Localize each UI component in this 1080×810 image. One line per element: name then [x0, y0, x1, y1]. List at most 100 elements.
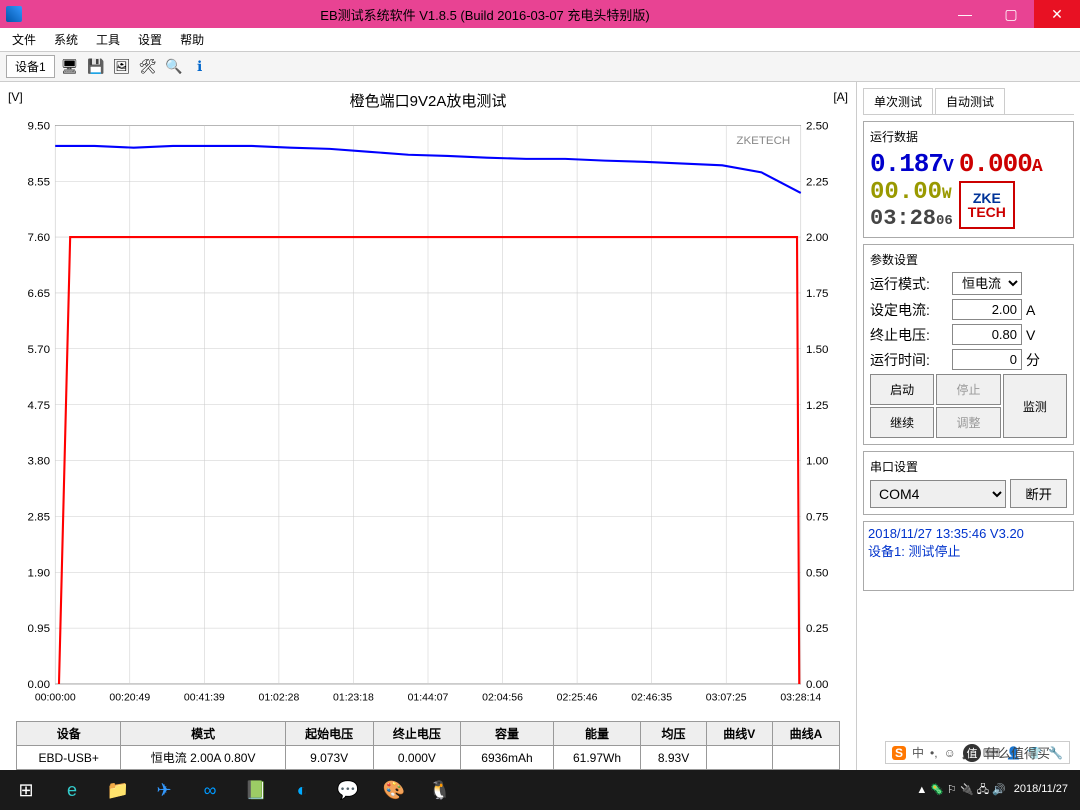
- svg-text:1.25: 1.25: [806, 400, 828, 412]
- app6-icon[interactable]: 🎨: [372, 772, 416, 808]
- td-curvea-swatch: [772, 746, 839, 770]
- continue-button[interactable]: 继续: [870, 407, 934, 438]
- tray-icons[interactable]: ▲ 🦠 ⚐ 🔌 🖧 🔊: [916, 781, 1005, 800]
- td-startv: 9.073V: [285, 746, 373, 770]
- save-icon[interactable]: 💾: [85, 56, 107, 78]
- svg-text:01:23:18: 01:23:18: [333, 693, 374, 704]
- svg-text:0.00: 0.00: [28, 679, 50, 691]
- svg-text:9.50: 9.50: [28, 121, 50, 133]
- th-capacity: 容量: [461, 722, 553, 746]
- svg-text:2.85: 2.85: [28, 512, 50, 524]
- minimize-button[interactable]: —: [942, 0, 988, 28]
- ime-emoji-icon: ☺: [944, 746, 956, 760]
- image-icon[interactable]: 🖼: [111, 56, 133, 78]
- svg-text:2.25: 2.25: [806, 176, 828, 188]
- y-left-label: [V]: [8, 90, 23, 115]
- run-data-title: 运行数据: [870, 128, 1067, 145]
- runtime-unit: 分: [1026, 350, 1046, 370]
- menu-help[interactable]: 帮助: [172, 29, 212, 50]
- menu-tools[interactable]: 工具: [88, 29, 128, 50]
- svg-text:2.00: 2.00: [806, 232, 828, 244]
- svg-text:0.50: 0.50: [806, 567, 828, 579]
- run-data-group: 运行数据 0.187V 0.000A 00.00W 03:2806 ZKETEC…: [863, 121, 1074, 238]
- th-energy: 能量: [553, 722, 641, 746]
- app1-icon[interactable]: ✈: [142, 772, 186, 808]
- lcd-time: 03:2806: [870, 206, 953, 231]
- ime-tool-icon: 🔧: [1048, 746, 1063, 760]
- svg-text:01:44:07: 01:44:07: [408, 693, 449, 704]
- serial-title: 串口设置: [870, 458, 1067, 475]
- watermark: 值 什么值得买: [963, 743, 1050, 762]
- lcd-voltage: 0.187V: [870, 149, 953, 179]
- com-select[interactable]: COM4: [870, 480, 1006, 508]
- svg-text:0.25: 0.25: [806, 623, 828, 635]
- th-curvev: 曲线V: [706, 722, 772, 746]
- search-icon[interactable]: 🔍: [163, 56, 185, 78]
- runtime-input[interactable]: [952, 349, 1022, 370]
- th-curvea: 曲线A: [772, 722, 839, 746]
- monitor-button[interactable]: 监测: [1003, 374, 1067, 438]
- app-icon: [6, 6, 22, 22]
- data-table: 设备 模式 起始电压 终止电压 容量 能量 均压 曲线V 曲线A EBD-USB…: [16, 721, 840, 770]
- menu-settings[interactable]: 设置: [130, 29, 170, 50]
- ie-icon[interactable]: e: [50, 772, 94, 808]
- tab-single-test[interactable]: 单次测试: [863, 88, 933, 114]
- start-button-icon[interactable]: ⊞: [4, 772, 48, 808]
- adjust-button[interactable]: 调整: [936, 407, 1000, 438]
- svg-text:1.75: 1.75: [806, 288, 828, 300]
- device-tab[interactable]: 设备1: [6, 55, 55, 78]
- close-button[interactable]: ✕: [1034, 0, 1080, 28]
- set-current-input[interactable]: [952, 299, 1022, 320]
- app2-icon[interactable]: ∞: [188, 772, 232, 808]
- svg-text:02:25:46: 02:25:46: [557, 693, 598, 704]
- chart-area: [V] 橙色端口9V2A放电测试 [A] 9.502.508.552.257.6…: [0, 82, 856, 782]
- window-title: EB测试系统软件 V1.8.5 (Build 2016-03-07 充电头特别版…: [28, 5, 942, 24]
- td-energy: 61.97Wh: [553, 746, 641, 770]
- cutoff-v-input[interactable]: [952, 324, 1022, 345]
- taskbar: ⊞ e 📁 ✈ ∞ 📗 ◐ 💬 🎨 🐧 ▲ 🦠 ⚐ 🔌 🖧 🔊 2018/11/…: [0, 770, 1080, 810]
- toolbar: 设备1 🖥 💾 🖼 🛠 🔍 ℹ: [0, 52, 1080, 82]
- log-line-1: 2018/11/27 13:35:46 V3.20: [868, 526, 1069, 541]
- param-group: 参数设置 运行模式: 恒电流 设定电流: A 终止电压: V 运行时间: 分: [863, 244, 1074, 445]
- app3-icon[interactable]: 📗: [234, 772, 278, 808]
- svg-text:1.50: 1.50: [806, 344, 828, 356]
- app4-icon[interactable]: ◐: [280, 772, 324, 808]
- info-icon[interactable]: ℹ: [189, 56, 211, 78]
- qq-icon[interactable]: 🐧: [418, 772, 462, 808]
- param-title: 参数设置: [870, 251, 1067, 268]
- svg-text:2.50: 2.50: [806, 121, 828, 133]
- table-row[interactable]: EBD-USB+ 恒电流 2.00A 0.80V 9.073V 0.000V 6…: [17, 746, 840, 770]
- start-button[interactable]: 启动: [870, 374, 934, 405]
- menu-file[interactable]: 文件: [4, 29, 44, 50]
- runtime-label: 运行时间:: [870, 350, 948, 370]
- stop-button[interactable]: 停止: [936, 374, 1000, 405]
- zke-logo: ZKETECH: [959, 181, 1015, 229]
- lcd-current: 0.000A: [959, 149, 1042, 179]
- monitor-icon[interactable]: 🖥: [59, 56, 81, 78]
- svg-text:ZKETECH: ZKETECH: [736, 135, 790, 147]
- svg-text:6.65: 6.65: [28, 288, 50, 300]
- svg-text:0.00: 0.00: [806, 679, 828, 691]
- maximize-button[interactable]: ▢: [988, 0, 1034, 28]
- menubar: 文件 系统 工具 设置 帮助: [0, 28, 1080, 52]
- app5-icon[interactable]: 💬: [326, 772, 370, 808]
- log-line-2: 设备1: 测试停止: [868, 541, 1069, 560]
- table-header-row: 设备 模式 起始电压 终止电压 容量 能量 均压 曲线V 曲线A: [17, 722, 840, 746]
- taskbar-clock[interactable]: 2018/11/27: [1014, 783, 1068, 796]
- titlebar: EB测试系统软件 V1.8.5 (Build 2016-03-07 充电头特别版…: [0, 0, 1080, 28]
- explorer-icon[interactable]: 📁: [96, 772, 140, 808]
- chart-plot: 9.502.508.552.257.602.006.651.755.701.50…: [8, 115, 848, 715]
- settings-icon[interactable]: 🛠: [137, 56, 159, 78]
- disconnect-button[interactable]: 断开: [1010, 479, 1067, 508]
- mode-select[interactable]: 恒电流: [952, 272, 1022, 295]
- log-box: 2018/11/27 13:35:46 V3.20 设备1: 测试停止: [863, 521, 1074, 591]
- y-right-label: [A]: [833, 90, 848, 115]
- menu-system[interactable]: 系统: [46, 29, 86, 50]
- test-tabs: 单次测试 自动测试: [863, 88, 1074, 115]
- set-current-label: 设定电流:: [870, 300, 948, 320]
- svg-text:00:00:00: 00:00:00: [35, 693, 76, 704]
- window-controls: — ▢ ✕: [942, 0, 1080, 28]
- lcd-power: 00.00W: [870, 179, 953, 206]
- tab-auto-test[interactable]: 自动测试: [935, 88, 1005, 114]
- td-avgv: 8.93V: [641, 746, 706, 770]
